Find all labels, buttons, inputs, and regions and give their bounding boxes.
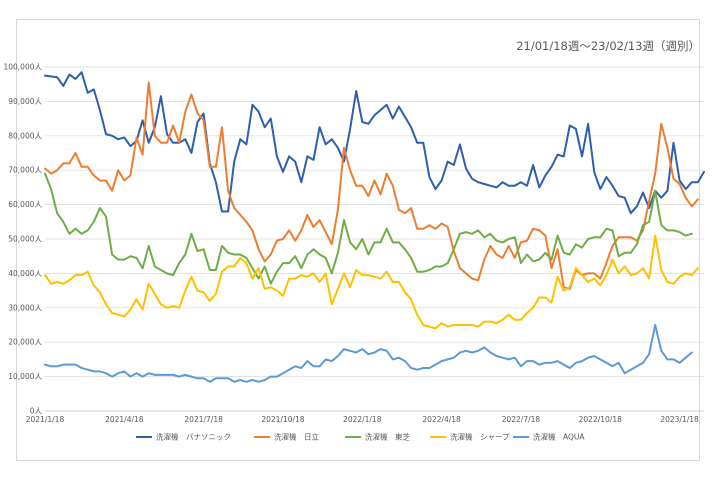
x-tick-label: 2021/1/18 <box>26 415 65 424</box>
x-tick-label: 2022/1/18 <box>343 415 382 424</box>
y-tick-label: 0人 <box>30 407 43 416</box>
legend: 洗濯機 パナソニック 洗濯機 日立 洗濯機 東芝 洗濯機 シャープ 洗濯機 AQUA <box>136 432 585 442</box>
y-axis-ticks: 0人 10,000人 20,000人 30,000人 40,000人 50,000人 60,… <box>3 63 42 416</box>
y-tick-label: 60,000人 <box>8 200 42 209</box>
gridlines <box>45 66 704 412</box>
x-tick-label: 2021/10/18 <box>261 415 304 424</box>
y-tick-label: 80,000人 <box>8 131 42 140</box>
x-axis-ticks: 2021/1/18 2021/4/18 2021/7/18 2021/10/18 202… <box>26 415 699 424</box>
x-tick-label: 2022/4/18 <box>422 415 461 424</box>
legend-label: 洗濯機 パナソニック <box>156 432 231 442</box>
legend-label: 洗濯機 東芝 <box>365 432 410 442</box>
y-tick-label: 30,000人 <box>8 303 42 312</box>
series-line-2 <box>44 81 699 290</box>
series-lines <box>44 71 705 383</box>
legend-label: 洗濯機 日立 <box>274 432 319 442</box>
series-line-1 <box>44 71 705 215</box>
chart-frame <box>16 19 700 461</box>
y-tick-label: 20,000人 <box>8 338 42 347</box>
series-line-4 <box>44 234 699 330</box>
x-tick-label: 2023/1/18 <box>660 415 699 424</box>
x-tick-label: 2021/4/18 <box>105 415 144 424</box>
x-tick-label: 2022/10/18 <box>579 415 622 424</box>
x-tick-label: 2021/7/18 <box>184 415 223 424</box>
y-tick-label: 50,000人 <box>8 235 42 244</box>
y-tick-label: 40,000人 <box>8 269 42 278</box>
y-tick-label: 100,000人 <box>3 63 42 72</box>
y-tick-label: 70,000人 <box>8 166 42 175</box>
legend-label: 洗濯機 AQUA <box>533 432 585 442</box>
series-line-3 <box>44 172 693 285</box>
chart-subtitle: 21/01/18週〜23/02/13週（週別） <box>516 39 700 53</box>
x-tick-label: 2022/7/18 <box>502 415 541 424</box>
y-tick-label: 90,000人 <box>8 97 42 106</box>
y-tick-label: 10,000人 <box>8 372 42 381</box>
series-line-5 <box>44 324 693 383</box>
legend-label: 洗濯機 シャープ <box>450 432 510 442</box>
